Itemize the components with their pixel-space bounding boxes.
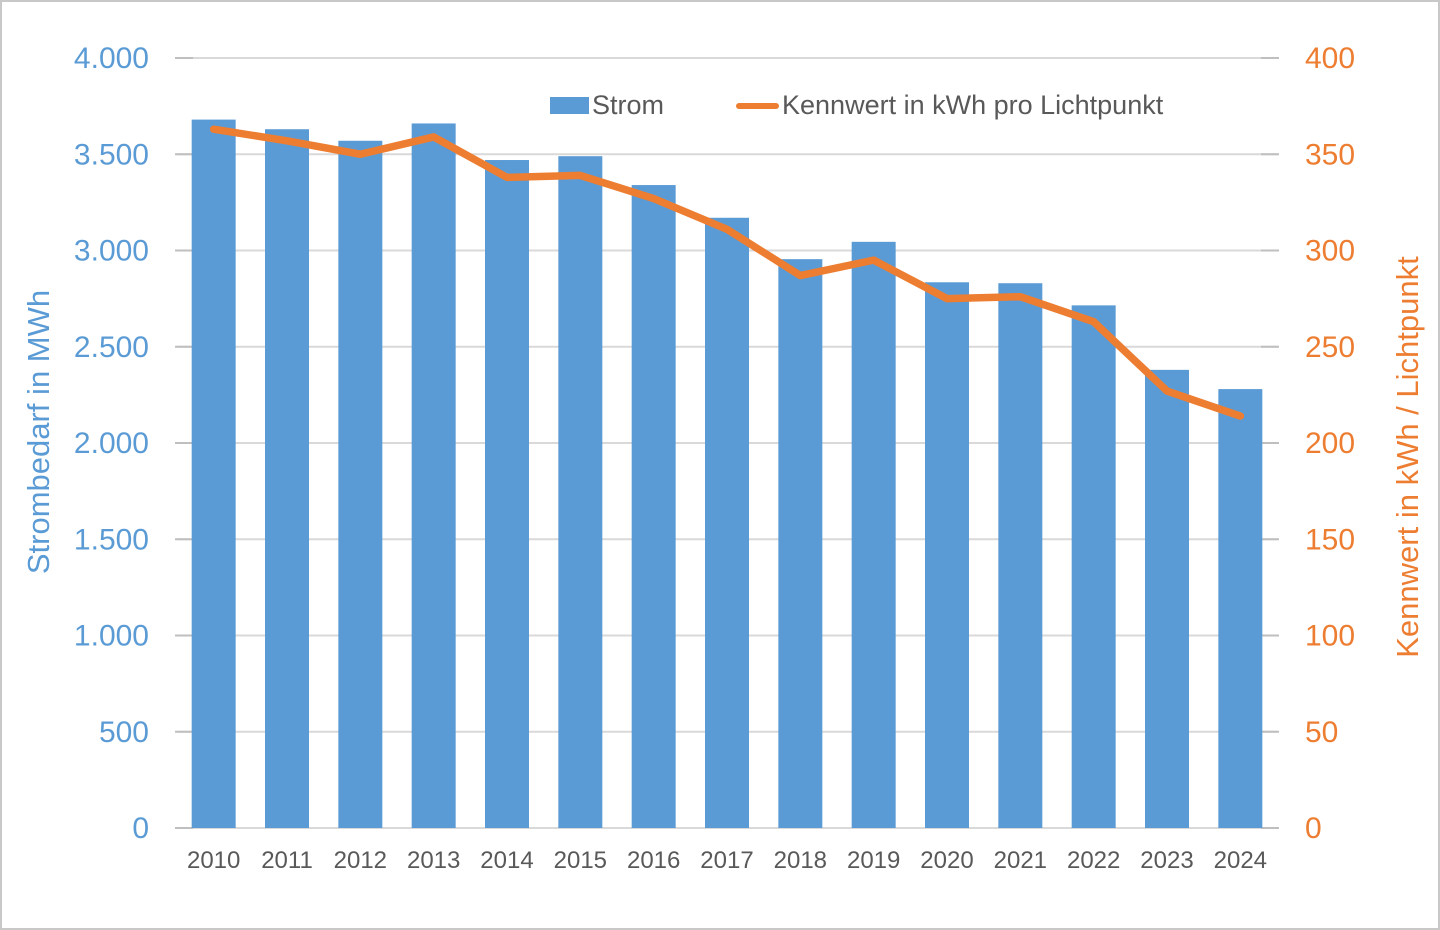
x-axis-tick-label: 2014: [480, 847, 533, 874]
bar-strom: [778, 259, 823, 829]
left-axis-tick-label: 3.500: [74, 138, 149, 171]
legend-label-kennwert: Kennwert in kWh pro Lichtpunkt: [782, 90, 1164, 120]
right-axis-tick-label: 50: [1305, 716, 1338, 749]
right-axis-tick-label: 200: [1305, 427, 1355, 460]
bar-strom: [265, 129, 309, 829]
x-axis-tick-label: 2022: [1067, 847, 1120, 874]
left-axis-tick-label: 4.000: [74, 42, 149, 75]
right-axis-title: Kennwert in kWh / Lichtpunkt: [1390, 256, 1425, 658]
legend-item-kennwert: Kennwert in kWh pro Lichtpunkt: [736, 90, 1163, 121]
right-axis-tick-label: 400: [1305, 42, 1355, 75]
x-axis-tick-label: 2013: [407, 847, 460, 874]
right-axis-tick-label: 150: [1305, 523, 1355, 556]
bar-strom: [998, 283, 1043, 829]
left-axis-tick-label: 0: [132, 812, 149, 845]
left-axis-tick-label: 3.000: [74, 235, 149, 268]
left-axis-title: Strombedarf in MWh: [21, 289, 56, 575]
bar-strom: [1071, 305, 1116, 828]
right-axis-tick-label: 100: [1305, 620, 1355, 653]
x-axis-tick-label: 2018: [774, 847, 827, 874]
right-axis-tick-label: 0: [1305, 812, 1322, 845]
x-axis-tick-label: 2011: [261, 847, 313, 874]
bar-strom: [485, 160, 529, 828]
left-axis-tick-label: 500: [99, 716, 149, 749]
bar-strom: [851, 241, 896, 828]
x-axis-tick-label: 2024: [1214, 847, 1267, 874]
x-axis-tick-label: 2015: [554, 847, 607, 874]
legend-line-swatch-icon: [736, 102, 780, 109]
bar-strom: [411, 123, 456, 828]
right-axis-tick-label: 350: [1305, 138, 1355, 171]
x-axis-tick-label: 2023: [1140, 847, 1193, 874]
x-axis-tick-label: 2016: [627, 847, 680, 874]
left-axis-tick-label: 1.500: [74, 523, 149, 556]
legend: Strom Kennwert in kWh pro Lichtpunkt: [550, 90, 1163, 121]
left-axis-tick-label: 2.500: [74, 331, 149, 364]
x-axis-tick-label: 2017: [700, 847, 753, 874]
right-axis-tick-label: 300: [1305, 235, 1355, 268]
bar-strom: [1145, 369, 1189, 828]
x-axis-tick-label: 2020: [920, 847, 973, 874]
right-axis-tick-label: 250: [1305, 331, 1355, 364]
x-axis-tick-label: 2019: [847, 847, 900, 874]
left-axis-tick-label: 1.000: [74, 620, 149, 653]
line-kennwert: [209, 125, 1245, 420]
left-axis-tick-label: 2.000: [74, 427, 149, 460]
bar-strom: [558, 156, 603, 829]
bar-strom: [925, 282, 969, 828]
x-axis-tick-label: 2021: [994, 847, 1047, 874]
bar-strom: [191, 119, 236, 829]
bar-strom: [338, 140, 383, 828]
legend-item-strom: Strom: [550, 90, 664, 121]
bar-strom: [705, 217, 749, 828]
legend-label-strom: Strom: [592, 90, 665, 120]
x-axis-tick-label: 2012: [334, 847, 387, 874]
bar-strom: [631, 185, 676, 829]
legend-bar-swatch-icon: [550, 97, 589, 114]
x-axis-tick-label: 2010: [187, 847, 240, 874]
bar-strom: [1218, 389, 1263, 828]
